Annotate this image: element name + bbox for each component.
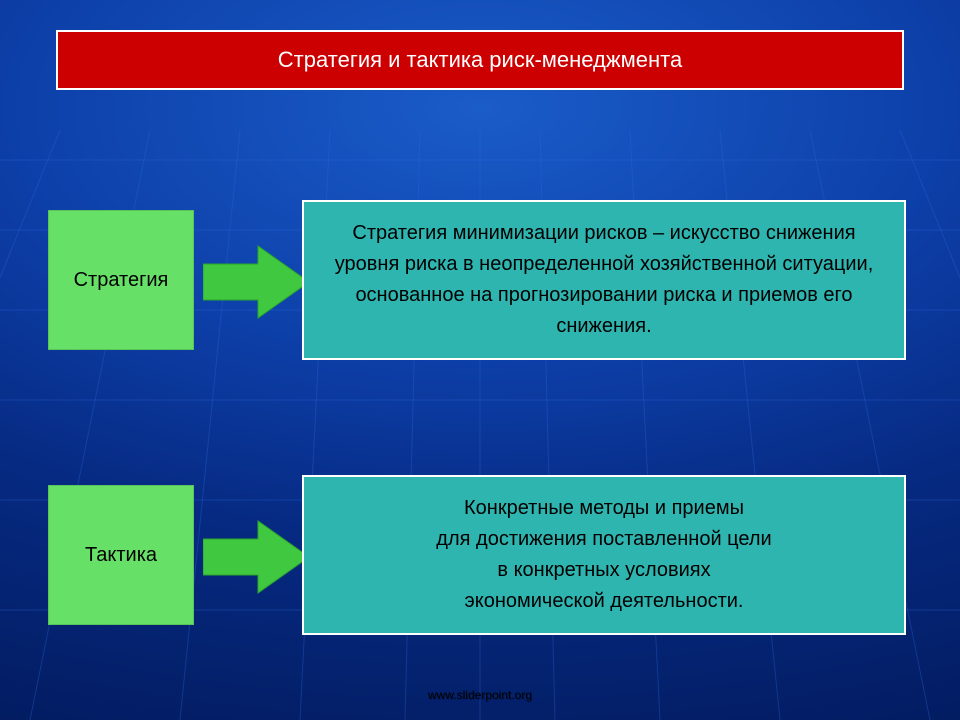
arrow-right-icon [203,242,313,322]
diagram-row: Тактика Конкретные методы и приемыдля дос… [48,475,918,635]
arrow-right-icon [203,517,313,597]
row-description-box: Конкретные методы и приемыдля достижения… [302,475,906,635]
slide-title: Стратегия и тактика риск-менеджмента [56,30,904,90]
row-label-box: Стратегия [48,210,194,350]
diagram-row: Стратегия Стратегия минимизации рисков – … [48,200,918,360]
row-description-box: Стратегия минимизации рисков – искусство… [302,200,906,360]
footer-url: www.sliderpoint.org [0,688,960,702]
row-label-box: Тактика [48,485,194,625]
